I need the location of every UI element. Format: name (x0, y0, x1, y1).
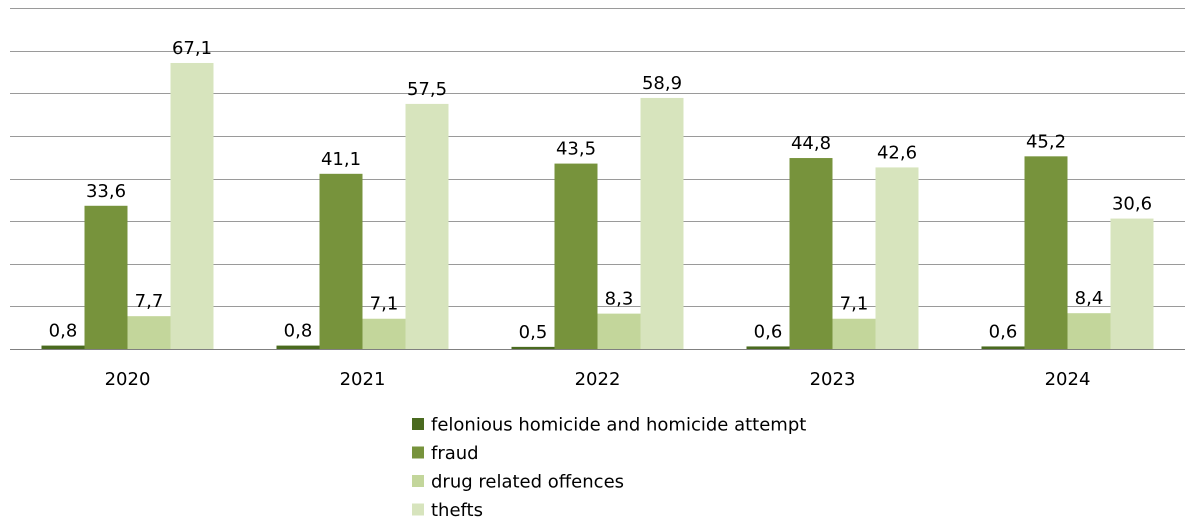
bar (1067, 313, 1111, 349)
data-label: 8,4 (1075, 288, 1104, 309)
data-label: 58,9 (642, 73, 682, 94)
data-label: 7,7 (135, 291, 164, 312)
bar (319, 173, 363, 349)
data-label: 7,1 (840, 294, 869, 315)
bar (875, 167, 919, 349)
legend: felonious homicide and homicide attempt f… (412, 415, 806, 517)
bar (832, 318, 876, 349)
data-label: 0,8 (49, 321, 78, 342)
x-axis: 2020 2021 2022 2023 2024 (105, 369, 1091, 390)
data-label: 8,3 (605, 289, 634, 310)
bar (405, 103, 449, 349)
bar (640, 97, 684, 349)
data-label: 7,1 (370, 294, 399, 315)
data-label: 67,1 (172, 38, 212, 59)
data-label: 41,1 (321, 149, 361, 170)
bar (127, 316, 171, 349)
legend-item: felonious homicide and homicide attempt (431, 415, 806, 436)
data-label: 0,6 (989, 321, 1018, 342)
data-label: 33,6 (86, 181, 126, 202)
legend-item: thefts (431, 500, 483, 517)
bars (41, 62, 1154, 349)
data-label: 0,6 (754, 321, 783, 342)
legend-item: fraud (431, 443, 479, 464)
legend-swatch (412, 418, 424, 430)
bar (511, 346, 555, 349)
bar (789, 158, 833, 349)
bar (1024, 156, 1068, 349)
data-label: 30,6 (1112, 194, 1152, 215)
x-tick-label: 2022 (575, 369, 621, 390)
data-labels: 0,8 33,6 7,7 67,1 0,8 41,1 7,1 57,5 0,5 43,5 8,3 58… (49, 38, 1152, 343)
x-tick-label: 2021 (340, 369, 386, 390)
bar (746, 346, 790, 349)
data-label: 42,6 (877, 142, 917, 163)
bar (276, 345, 320, 349)
x-tick-label: 2024 (1045, 369, 1091, 390)
data-label: 57,5 (407, 79, 447, 100)
legend-item: drug related offences (431, 472, 624, 493)
bar (84, 205, 128, 349)
data-label: 43,5 (556, 139, 596, 160)
data-label: 45,2 (1026, 131, 1066, 152)
bar (981, 346, 1025, 349)
data-label: 0,8 (284, 321, 313, 342)
legend-swatch (412, 503, 424, 516)
data-label: 0,5 (519, 322, 548, 343)
bar (597, 313, 641, 349)
legend-swatch (412, 446, 424, 459)
bar (362, 318, 406, 349)
x-tick-label: 2020 (105, 369, 151, 390)
data-label: 44,8 (791, 133, 831, 154)
bar (1110, 218, 1154, 349)
bar (554, 163, 598, 349)
legend-swatch (412, 475, 424, 487)
bar (170, 62, 214, 349)
bar (41, 345, 85, 349)
x-tick-label: 2023 (810, 369, 856, 390)
